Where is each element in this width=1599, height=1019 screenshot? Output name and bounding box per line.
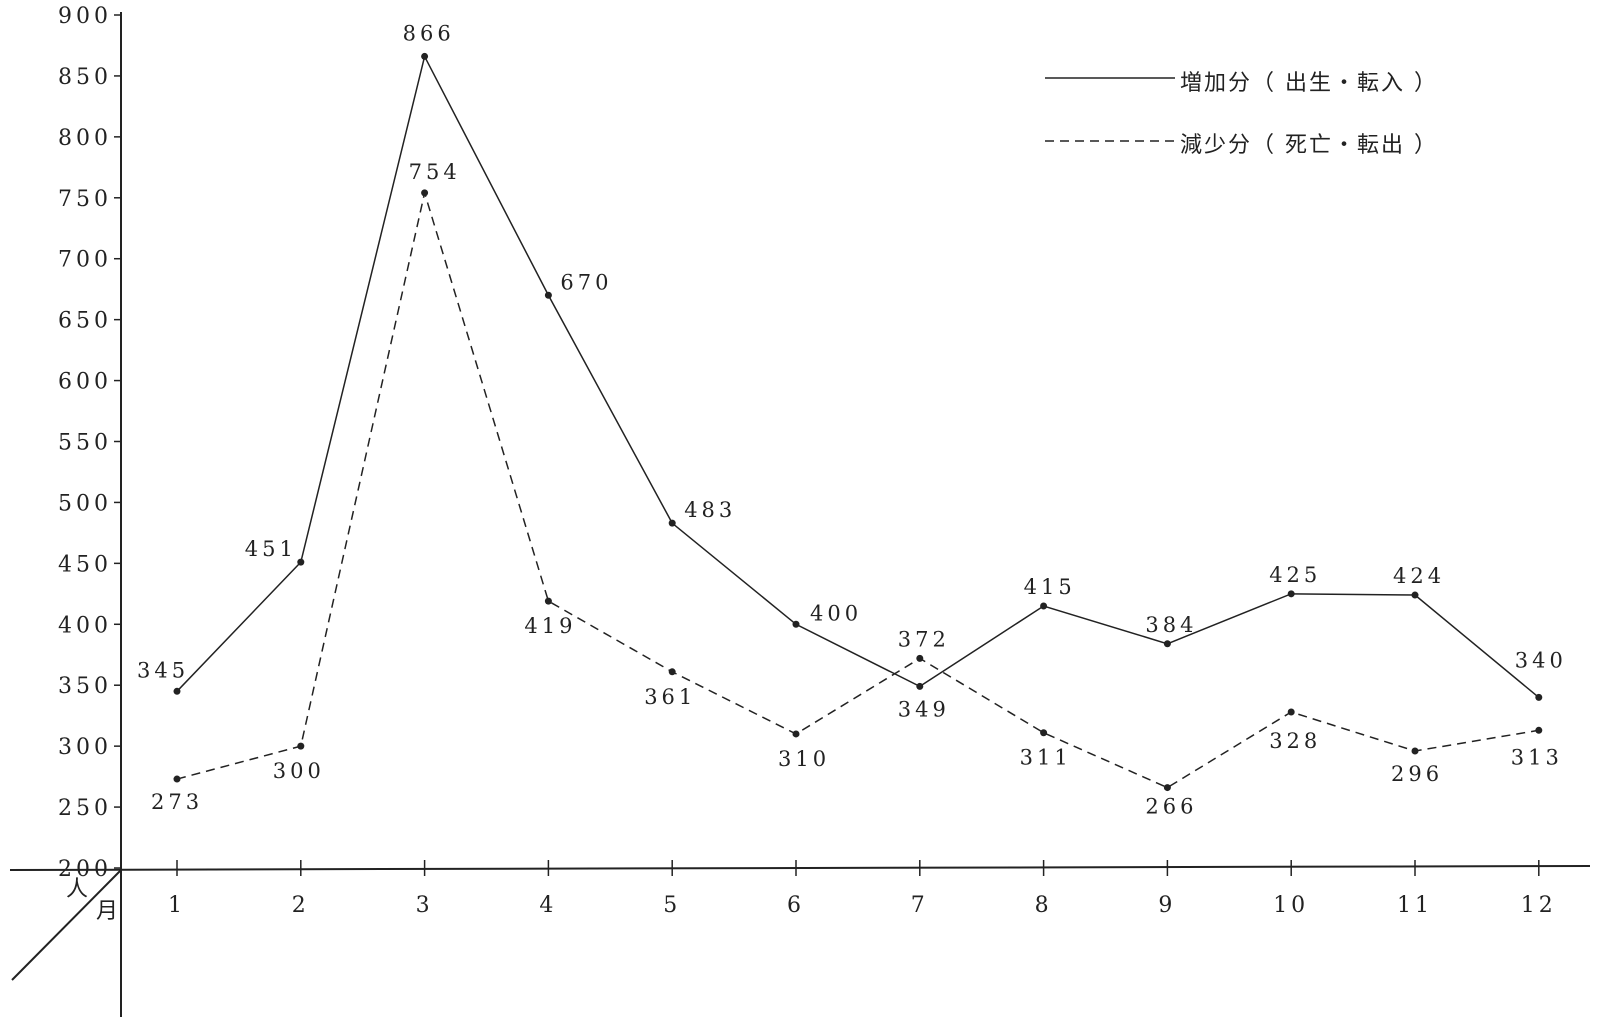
x-tick-label: 11	[1397, 893, 1433, 918]
y-axis-ticks: 900 850 800 750 700 650 600 550 500 450 400 350 300 2…	[58, 4, 121, 882]
series-layer	[173, 52, 1543, 792]
y-tick-label: 450	[58, 552, 112, 577]
data-label-decrease: 419	[524, 614, 576, 638]
data-label-increase: 345	[137, 658, 189, 682]
y-tick-label: 500	[58, 491, 112, 516]
point-increase	[1535, 693, 1543, 701]
point-decrease	[1040, 729, 1048, 737]
x-tick-label: 3	[416, 893, 434, 918]
y-tick-label: 400	[58, 613, 112, 638]
x-axis-ticks: 1 2 3 4 5 6 7 8 9 10 11 12	[168, 860, 1557, 918]
series-line-decrease	[176, 189, 1539, 789]
data-label-decrease: 266	[1145, 795, 1197, 819]
data-label-decrease: 313	[1511, 745, 1563, 769]
x-tick-label: 7	[911, 893, 929, 918]
corner-diagonal	[11, 869, 122, 981]
y-tick-label: 550	[58, 431, 112, 456]
data-label-increase: 349	[898, 697, 950, 721]
x-axis	[9, 865, 1591, 871]
point-decrease	[1535, 726, 1543, 734]
data-label-increase: 384	[1145, 613, 1197, 637]
x-tick-label: 5	[663, 893, 681, 918]
y-tick-label: 900	[58, 4, 112, 29]
point-decrease	[1287, 708, 1295, 716]
point-increase	[1411, 591, 1419, 599]
point-increase	[668, 519, 676, 527]
data-label-decrease: 328	[1269, 729, 1321, 753]
y-tick-label: 600	[58, 370, 112, 395]
y-tick-label: 350	[58, 674, 112, 699]
point-increase	[792, 620, 800, 628]
data-label-decrease: 372	[898, 627, 950, 651]
y-tick-label: 850	[58, 65, 112, 90]
data-label-decrease: 361	[644, 685, 696, 709]
data-label-decrease: 311	[1020, 746, 1072, 770]
point-decrease	[916, 654, 924, 662]
point-decrease	[421, 189, 429, 197]
data-label-increase: 340	[1515, 648, 1567, 672]
data-label-increase: 425	[1269, 563, 1321, 587]
legend-entry-decrease: 減少分（ 死亡・転出 ）	[1180, 133, 1438, 158]
y-tick-label: 800	[58, 126, 112, 151]
x-tick-label: 2	[292, 893, 310, 918]
point-decrease	[544, 597, 552, 605]
data-label-decrease: 310	[778, 747, 830, 771]
point-decrease	[173, 775, 181, 783]
x-tick-label: 4	[539, 893, 557, 918]
y-tick-label: 650	[58, 309, 112, 334]
x-tick-label: 8	[1035, 893, 1053, 918]
y-tick-label: 750	[58, 187, 112, 212]
data-label-layer: 345 451 866 670 483 400 349 415 384 425 424 340 273 3…	[137, 21, 1567, 819]
data-label-decrease: 300	[273, 759, 325, 783]
point-increase	[544, 291, 552, 299]
point-decrease	[792, 730, 800, 738]
point-decrease	[297, 742, 305, 750]
point-increase	[297, 558, 305, 566]
y-tick-label: 700	[58, 248, 112, 273]
y-tick-label: 300	[58, 735, 112, 760]
point-increase	[1040, 602, 1048, 610]
x-tick-label: 12	[1521, 893, 1557, 918]
data-label-increase: 483	[684, 498, 736, 522]
y-tick-label: 250	[58, 796, 112, 821]
data-label-increase: 400	[810, 601, 862, 625]
data-label-increase: 415	[1024, 575, 1076, 599]
data-label-decrease: 273	[151, 790, 203, 814]
data-label-increase: 866	[403, 21, 455, 45]
x-unit-label: 月	[96, 899, 118, 924]
data-label-decrease: 754	[409, 160, 461, 184]
point-increase	[421, 52, 429, 60]
data-label-increase: 451	[245, 537, 297, 561]
y-tick-label: 200	[58, 857, 112, 882]
x-tick-label: 1	[168, 893, 186, 918]
legend: 増加分（ 出生・転入 ） 減少分（ 死亡・転出 ）	[1045, 71, 1438, 158]
point-increase	[916, 682, 924, 690]
point-increase	[1163, 640, 1171, 648]
legend-entry-increase: 増加分（ 出生・転入 ）	[1180, 71, 1438, 96]
point-increase	[1287, 590, 1295, 598]
point-increase	[173, 687, 181, 695]
data-label-decrease: 296	[1391, 762, 1443, 786]
point-decrease	[668, 668, 676, 676]
point-decrease	[1411, 747, 1419, 755]
series-line-increase	[176, 54, 1540, 698]
point-decrease	[1163, 784, 1171, 792]
data-label-increase: 670	[560, 270, 612, 294]
x-tick-label: 6	[787, 893, 805, 918]
x-tick-label: 10	[1273, 893, 1309, 918]
data-label-increase: 424	[1393, 564, 1445, 588]
x-tick-label: 9	[1158, 893, 1176, 918]
y-unit-label: 人	[66, 877, 88, 902]
